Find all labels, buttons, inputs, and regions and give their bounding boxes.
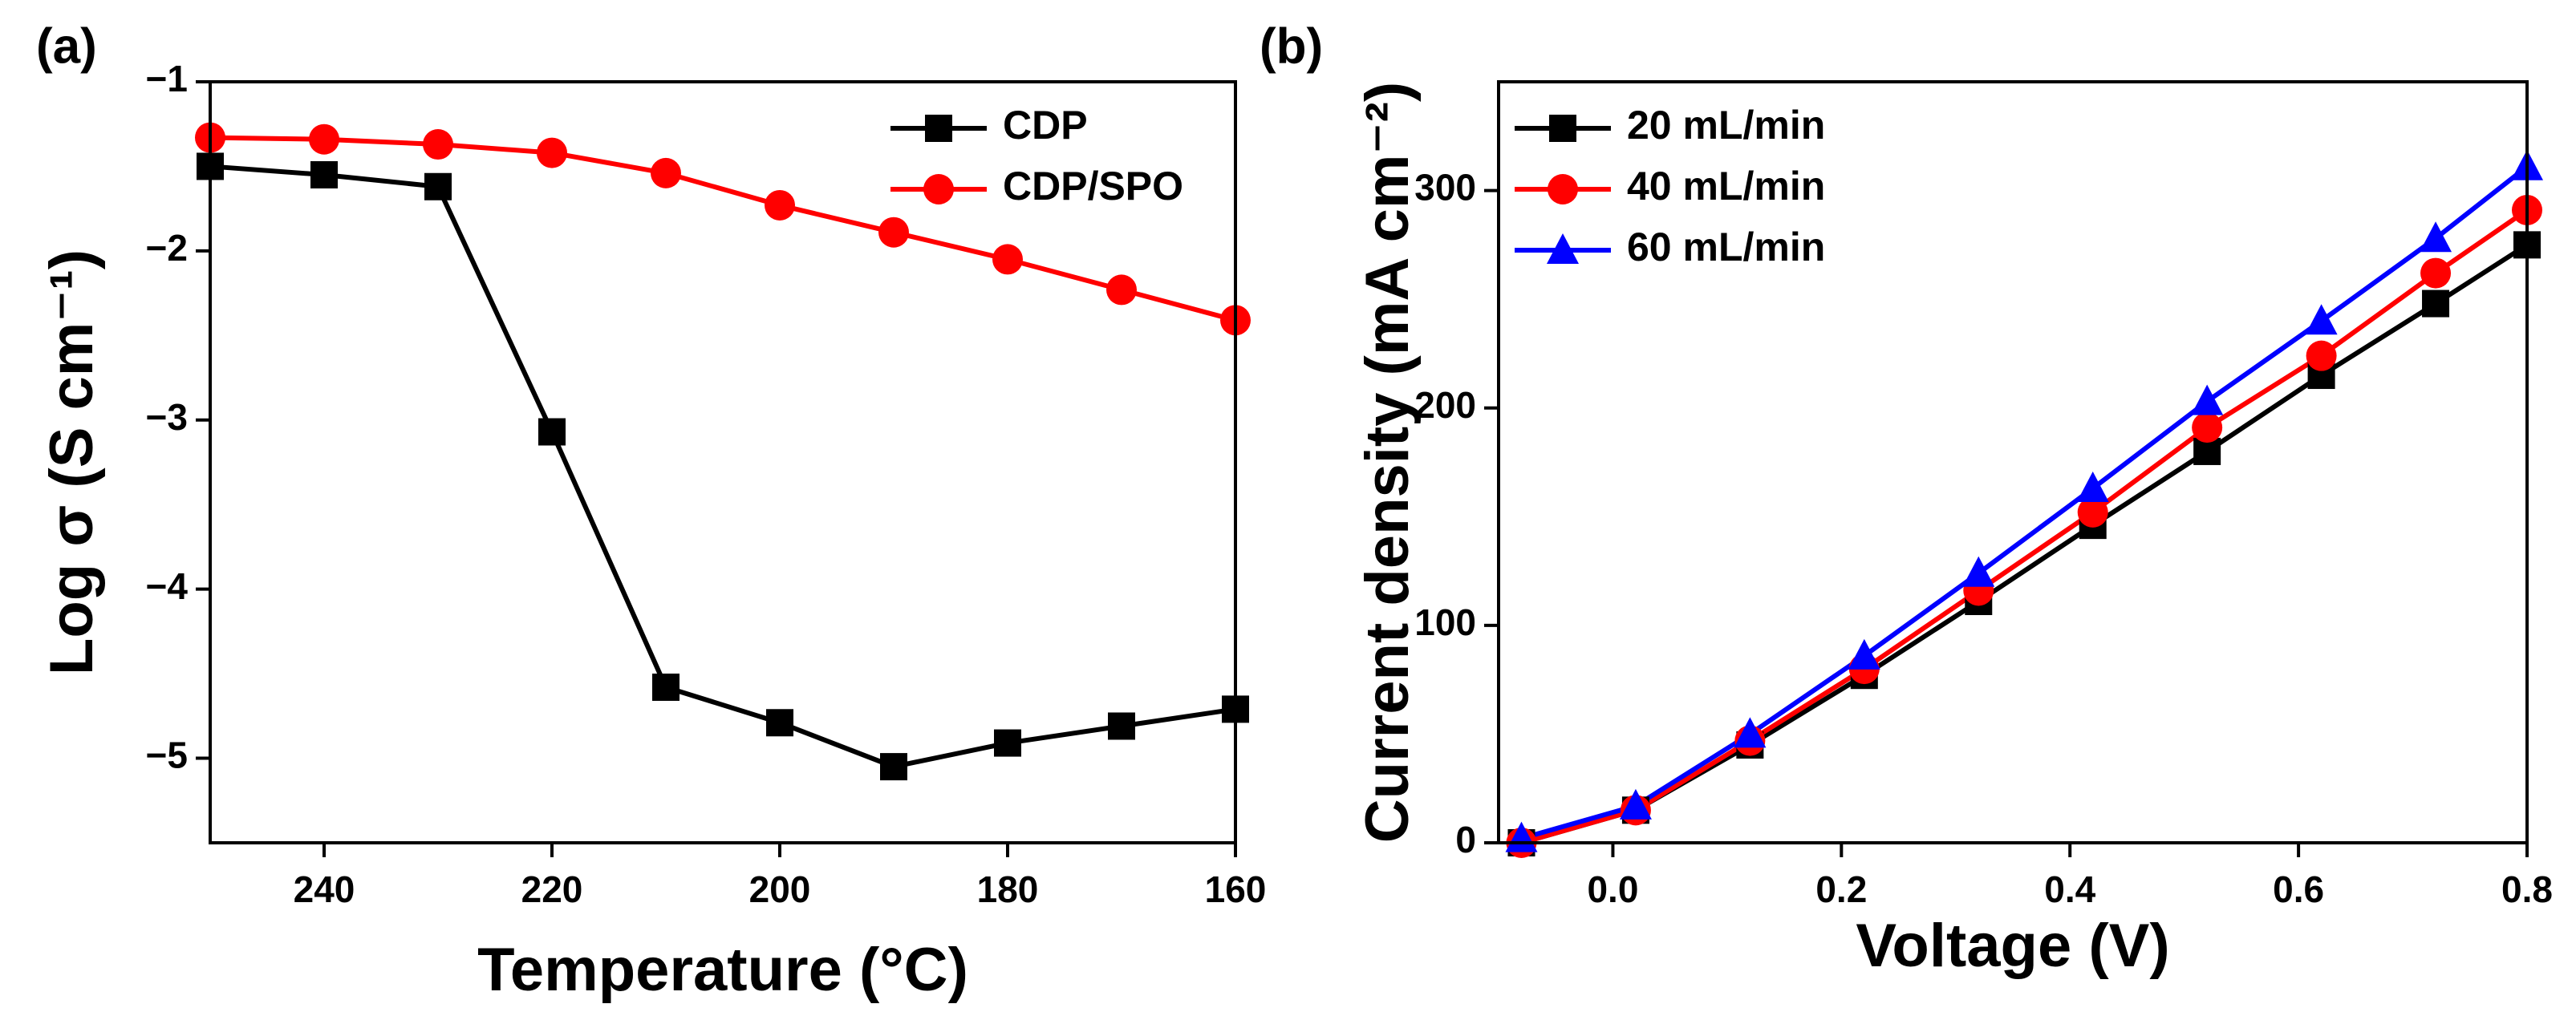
legend-marker: [1549, 115, 1576, 142]
marker: [2306, 340, 2337, 371]
marker: [994, 729, 1021, 757]
x-tick-label: 240: [294, 868, 355, 910]
marker: [2420, 257, 2452, 289]
marker: [766, 709, 793, 737]
legend-label: CDP: [1003, 103, 1088, 148]
series-line: [1520, 164, 2529, 841]
axes-frame: [209, 80, 1237, 844]
x-tick-label: 180: [977, 868, 1039, 910]
marker: [651, 157, 681, 188]
marker: [2192, 412, 2223, 443]
marker: [537, 137, 567, 168]
y-tick-label: 200: [1414, 384, 1476, 426]
marker: [2077, 496, 2108, 528]
marker: [1106, 274, 1137, 306]
marker: [424, 172, 452, 200]
panel-label: (b): [1260, 18, 1323, 74]
legend-marker: [1547, 233, 1579, 264]
marker: [1505, 821, 1538, 852]
y-tick-label: −5: [146, 735, 188, 776]
legend-label: 40 mL/min: [1627, 164, 1825, 208]
marker: [2305, 304, 2338, 335]
y-tick-label: −1: [146, 58, 188, 99]
marker: [1619, 788, 1652, 820]
x-tick-label: 160: [1205, 868, 1267, 910]
series-line: [209, 135, 1236, 323]
y-tick-label: 100: [1414, 601, 1476, 643]
series-line: [1520, 208, 2529, 845]
plot-area: [209, 135, 1236, 770]
axes-frame: [1497, 80, 2529, 844]
legend-marker: [923, 174, 954, 204]
marker: [992, 244, 1023, 275]
y-tick-label: −2: [146, 227, 188, 269]
y-axis-label: Current density (mA cm⁻²): [1353, 82, 1422, 843]
marker: [878, 217, 909, 248]
plot-area: [1520, 164, 2529, 845]
y-tick-label: −4: [146, 565, 189, 607]
x-tick-label: 220: [521, 868, 583, 910]
x-axis-label: Voltage (V): [1856, 912, 2169, 980]
marker: [765, 189, 795, 221]
marker: [1962, 556, 1995, 587]
x-tick-label: 0.8: [2501, 868, 2553, 910]
x-axis-label: Temperature (°C): [477, 936, 968, 1004]
y-axis-label: Log σ (S cm⁻¹): [38, 249, 106, 675]
marker: [2191, 384, 2224, 415]
marker: [880, 753, 907, 781]
legend-marker: [925, 115, 952, 142]
legend-marker: [1548, 174, 1578, 204]
x-tick-label: 0.6: [2273, 868, 2324, 910]
x-tick-label: 0.0: [1587, 868, 1638, 910]
marker: [538, 418, 566, 446]
y-tick-label: 300: [1414, 167, 1476, 208]
legend-label: CDP/SPO: [1003, 164, 1183, 208]
x-tick-label: 0.4: [2044, 868, 2095, 910]
panel-label: (a): [36, 18, 97, 74]
marker: [1848, 638, 1880, 670]
marker: [1734, 717, 1767, 748]
marker: [652, 673, 679, 701]
marker: [2076, 472, 2109, 503]
y-tick-label: −3: [146, 396, 188, 438]
marker: [309, 123, 339, 155]
series-line: [1520, 242, 2529, 845]
legend-label: 20 mL/min: [1627, 103, 1825, 148]
series-line: [209, 164, 1236, 770]
marker: [2422, 289, 2450, 318]
marker: [1108, 712, 1135, 740]
x-tick-label: 200: [749, 868, 811, 910]
x-tick-label: 0.2: [1815, 868, 1867, 910]
legend-label: 60 mL/min: [1627, 225, 1825, 269]
marker: [2420, 221, 2452, 253]
marker: [423, 129, 453, 160]
marker: [310, 160, 338, 188]
y-tick-label: 0: [1455, 819, 1476, 860]
